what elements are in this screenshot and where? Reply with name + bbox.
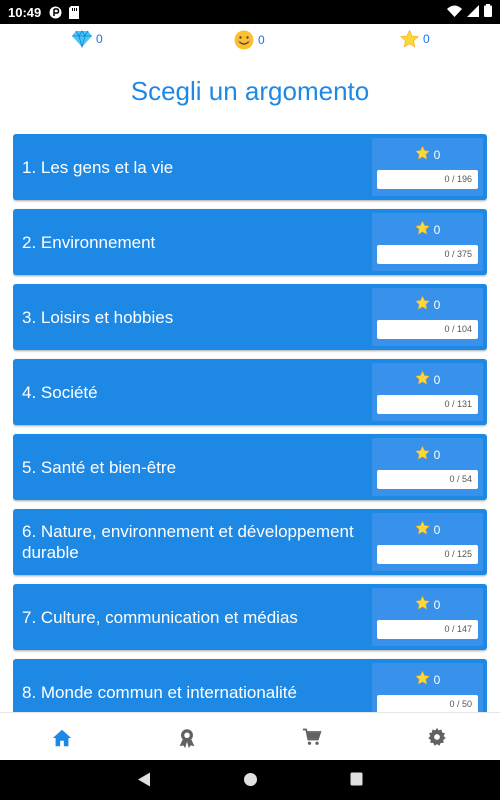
nav-awards[interactable]	[176, 727, 198, 749]
topic-stars: 0	[372, 670, 483, 688]
topic-progress-text: 0 / 54	[449, 474, 472, 484]
smiley-icon	[234, 30, 254, 50]
smiles-counter: 0	[234, 30, 265, 50]
topic-stars-count: 0	[433, 522, 441, 537]
topic-score-panel: 0 0 / 104	[372, 288, 483, 346]
topic-label: 4. Société	[22, 382, 98, 402]
home-icon	[51, 729, 73, 753]
star-icon	[414, 220, 430, 238]
topic-label: 2. Environnement	[22, 232, 156, 252]
sd-card-icon	[68, 5, 81, 19]
star-icon	[414, 145, 430, 163]
topic-progress-text: 0 / 131	[444, 399, 472, 409]
topic-card[interactable]: 1. Les gens et la vie 0 0 / 196	[13, 134, 487, 200]
topic-progress-bar: 0 / 54	[377, 470, 478, 489]
topic-card[interactable]: 5. Santé et bien-être 0 0 / 54	[13, 434, 487, 500]
diamond-icon	[72, 30, 92, 48]
topic-stars: 0	[372, 220, 483, 238]
topic-progress-bar: 0 / 375	[377, 245, 478, 264]
topic-card[interactable]: 6. Nature, environnement et développemen…	[13, 509, 487, 575]
topic-stars: 0	[372, 595, 483, 613]
topic-list[interactable]: 1. Les gens et la vie 0 0 / 196 2. Environn…	[13, 134, 487, 712]
topic-score-panel: 0 0 / 125	[372, 513, 483, 571]
nav-home[interactable]	[51, 727, 73, 749]
topic-progress-text: 0 / 50	[449, 699, 472, 709]
topic-stars: 0	[372, 145, 483, 163]
topic-stars-count: 0	[433, 672, 441, 687]
recents-icon[interactable]	[350, 772, 363, 791]
topic-label: 1. Les gens et la vie	[22, 157, 174, 177]
signal-icon	[467, 4, 479, 20]
award-icon	[176, 729, 198, 753]
topic-progress-text: 0 / 375	[444, 249, 472, 259]
topic-progress-bar: 0 / 50	[377, 695, 478, 712]
wifi-icon	[447, 5, 462, 20]
topic-score-panel: 0 0 / 54	[372, 438, 483, 496]
topic-stars: 0	[372, 295, 483, 313]
stars-counter: 0	[400, 30, 430, 48]
gems-count: 0	[96, 32, 103, 46]
topic-score-panel: 0 0 / 375	[372, 213, 483, 271]
stars-count: 0	[423, 32, 430, 46]
topic-score-panel: 0 0 / 50	[372, 663, 483, 712]
topic-label: 6. Nature, environnement et développemen…	[22, 522, 354, 562]
topic-stars: 0	[372, 445, 483, 463]
topic-progress-text: 0 / 196	[444, 174, 472, 184]
status-bar: 10:49	[0, 0, 500, 24]
nav-settings[interactable]	[427, 727, 449, 749]
topic-label: 8. Monde commun et internationalité	[22, 682, 297, 702]
star-icon	[414, 595, 430, 613]
topic-progress-text: 0 / 147	[444, 624, 472, 634]
topic-stars: 0	[372, 520, 483, 538]
back-icon[interactable]	[137, 772, 151, 792]
topic-card[interactable]: 7. Culture, communication et médias 0 0 / …	[13, 584, 487, 650]
topic-progress-bar: 0 / 196	[377, 170, 478, 189]
nav-shop[interactable]	[302, 727, 324, 749]
topic-stars-count: 0	[433, 147, 441, 162]
topic-score-panel: 0 0 / 147	[372, 588, 483, 646]
topic-progress-text: 0 / 125	[444, 549, 472, 559]
smiles-count: 0	[258, 33, 265, 47]
topic-stars-count: 0	[433, 222, 441, 237]
cart-icon	[302, 728, 322, 751]
star-icon	[414, 445, 430, 463]
topic-progress-bar: 0 / 125	[377, 545, 478, 564]
topic-stars-count: 0	[433, 372, 441, 387]
topic-card[interactable]: 3. Loisirs et hobbies 0 0 / 104	[13, 284, 487, 350]
star-icon	[414, 370, 430, 388]
page-title: Scegli un argomento	[130, 76, 370, 106]
system-navigation-bar	[0, 760, 500, 800]
topic-score-panel: 0 0 / 131	[372, 363, 483, 421]
status-time: 10:49	[8, 4, 42, 20]
topic-progress-bar: 0 / 104	[377, 320, 478, 339]
star-icon	[414, 670, 430, 688]
topic-label: 3. Loisirs et hobbies	[22, 307, 174, 327]
home-circle-icon[interactable]	[243, 772, 258, 792]
topic-card[interactable]: 8. Monde commun et internationalité 0 0 / …	[13, 659, 487, 712]
topic-card[interactable]: 4. Société 0 0 / 131	[13, 359, 487, 425]
topic-stars-count: 0	[433, 597, 441, 612]
topic-stars-count: 0	[433, 447, 441, 462]
topic-progress-bar: 0 / 131	[377, 395, 478, 414]
settings-icon	[427, 727, 447, 751]
gems-counter: 0	[72, 30, 103, 48]
notification-icon	[49, 6, 62, 19]
topic-label: 7. Culture, communication et médias	[22, 607, 298, 627]
topic-stars: 0	[372, 370, 483, 388]
stats-row: 0 0 0	[0, 30, 500, 56]
bottom-navigation	[0, 712, 500, 760]
topic-stars-count: 0	[433, 297, 441, 312]
star-icon	[414, 520, 430, 538]
topic-score-panel: 0 0 / 196	[372, 138, 483, 196]
star-icon	[414, 295, 430, 313]
topic-label: 5. Santé et bien-être	[22, 457, 177, 477]
star-icon	[400, 30, 419, 48]
topic-progress-bar: 0 / 147	[377, 620, 478, 639]
topic-progress-text: 0 / 104	[444, 324, 472, 334]
topic-card[interactable]: 2. Environnement 0 0 / 375	[13, 209, 487, 275]
battery-icon	[484, 4, 492, 20]
